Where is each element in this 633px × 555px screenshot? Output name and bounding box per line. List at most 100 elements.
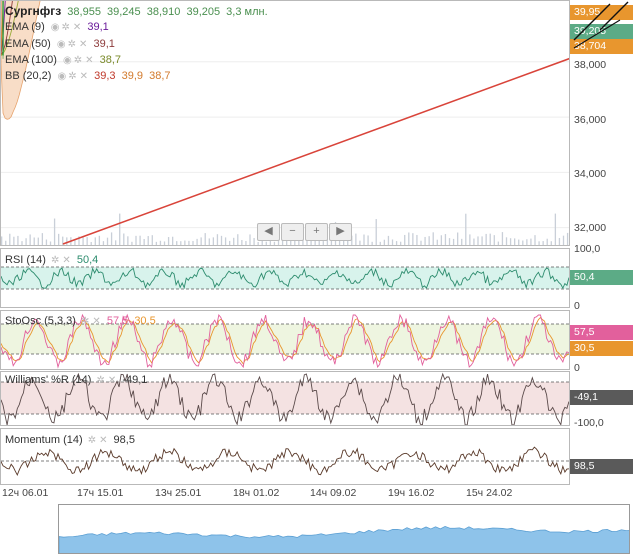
volume-bar [135,235,137,245]
indicator-ema50-label: EMA (50) [5,38,51,50]
gear-icon[interactable]: ✲ [87,435,97,446]
volume-bar [249,234,251,245]
eye-icon[interactable]: ◉ [63,55,72,66]
volume-bar [310,240,312,245]
price-chart-pane[interactable]: Сургнфгз 38,955 39,245 38,910 39,205 3,3… [0,0,570,246]
indicator-ema50[interactable]: EMA (50) ◉ ✲ ✕ 39,1 [5,38,115,50]
volume-bar [66,237,68,245]
indicator-bb-value-3: 38,7 [149,70,171,82]
volume-bar [416,234,418,245]
close-icon[interactable]: ✕ [85,55,94,66]
gear-icon[interactable]: ✲ [96,375,105,386]
time-label: 12ч 06.01 [2,487,49,499]
indicator-bb[interactable]: BB (20,2) ◉ ✲ ✕ 39,3 39,9 38,7 [5,70,171,82]
volume-bar [355,233,357,245]
volume-bar [554,213,557,245]
stoch-pane[interactable]: StoOsc (5,3,3) ✲ ✕ 57,5 30,5 [0,310,570,370]
gear-icon[interactable]: ✲ [68,71,77,82]
williams-axis-bottom: -100,0 [574,417,604,429]
scroll-left-button[interactable]: ◀ [257,223,280,241]
volume-bar [359,240,361,245]
ticker-open: 38,955 [67,6,101,18]
volume-bar [542,241,544,245]
bollinger-band [1,1,41,120]
williams-legend[interactable]: Williams' %R (14) ✲ ✕ -49,1 [5,374,147,386]
volume-bar [58,233,60,245]
zoom-in-button[interactable]: + [305,223,328,241]
ticker-close: 39,205 [186,6,221,18]
volume-bar [110,232,113,245]
stoch-k-value: 57,5 [106,315,129,327]
close-icon[interactable]: ✕ [62,255,71,266]
volume-bar [5,240,7,245]
rsi-line [1,267,569,290]
eye-icon[interactable]: ◉ [56,39,66,50]
ticker-name: Сургнфгз [5,4,62,18]
volume-bar [501,232,504,245]
gear-icon[interactable]: ✲ [61,22,70,33]
volume-bar [53,218,56,245]
volume-bar [440,235,443,245]
indicator-ema9[interactable]: EMA (9) ◉ ✲ ✕ 39,1 [5,21,109,33]
close-icon[interactable]: ✕ [72,22,82,33]
williams-pane[interactable]: Williams' %R (14) ✲ ✕ -49,1 [0,371,570,426]
volume-bar [326,238,329,245]
volume-bar [13,236,15,245]
momentum-legend[interactable]: Momentum (14) ✲ ✕ 98,5 [5,434,135,446]
stoch-legend[interactable]: StoOsc (5,3,3) ✲ ✕ 57,5 30,5 [5,315,156,327]
volume-bar [530,238,532,245]
volume-bar [481,236,483,245]
williams-value: -49,1 [122,374,148,386]
williams-tag: -49,1 [570,390,633,405]
volume-bar [82,236,84,245]
navigator-overview[interactable] [58,504,630,554]
volume-bar [9,233,11,245]
close-icon[interactable]: ✕ [79,71,89,82]
volume-bar [127,236,129,245]
rsi-legend[interactable]: RSI (14) ✲ ✕ 50,4 [5,254,98,266]
rsi-pane[interactable]: RSI (14) ✲ ✕ 50,4 [0,248,570,308]
volume-bar [143,239,145,245]
volume-bar [473,238,475,245]
close-icon[interactable]: ✕ [107,375,117,386]
eye-icon[interactable]: ◉ [50,22,60,33]
volume-bar [550,241,552,245]
volume-bar [216,234,219,245]
indicator-ema100[interactable]: EMA (100) ◉ ✲ ✕ 38,7 [5,54,121,66]
time-label: 13ч 25.01 [155,487,202,499]
volume-bar [538,241,540,245]
gear-icon[interactable]: ✲ [51,255,60,266]
drawing-tool-arrows[interactable] [570,0,633,60]
volume-bar [273,241,276,245]
indicator-bb-label: BB (20,2) [5,70,52,82]
volume-bar [493,235,495,245]
close-icon[interactable]: ✕ [92,316,101,327]
stoch-label: StoOsc (5,3,3) [5,315,76,327]
gear-icon[interactable]: ✲ [80,316,90,327]
volume-bar [351,235,353,245]
momentum-pane[interactable]: Momentum (14) ✲ ✕ 98,5 [0,428,570,485]
scroll-right-button[interactable]: ▶ [329,223,352,241]
zoom-out-button[interactable]: − [281,223,304,241]
close-icon[interactable]: ✕ [99,435,108,446]
time-axis[interactable]: 12ч 06.01 17ч 15.01 13ч 25.01 18ч 01.02 … [0,487,570,501]
volume-bar [452,238,455,245]
volume-bar [163,241,166,245]
volume-bar [208,238,210,245]
volume-bar [245,240,247,245]
volume-bar [269,237,272,245]
gear-icon[interactable]: ✲ [73,55,83,66]
eye-icon[interactable]: ◉ [57,71,67,82]
price-axis[interactable]: 39,95 39,205 38,704 38,000 36,000 34,000… [570,0,633,246]
volume-bar [534,235,536,245]
volume-bar [188,240,190,245]
volume-bar [78,236,80,245]
close-icon[interactable]: ✕ [79,39,88,50]
volume-bar [192,240,194,245]
ticker-low: 38,910 [146,6,181,18]
gear-icon[interactable]: ✲ [67,39,77,50]
volume-bar [461,238,463,245]
volume-bar [526,239,528,245]
stoch-axis: 57,5 30,5 0 [570,310,633,374]
volume-bar [119,213,121,245]
